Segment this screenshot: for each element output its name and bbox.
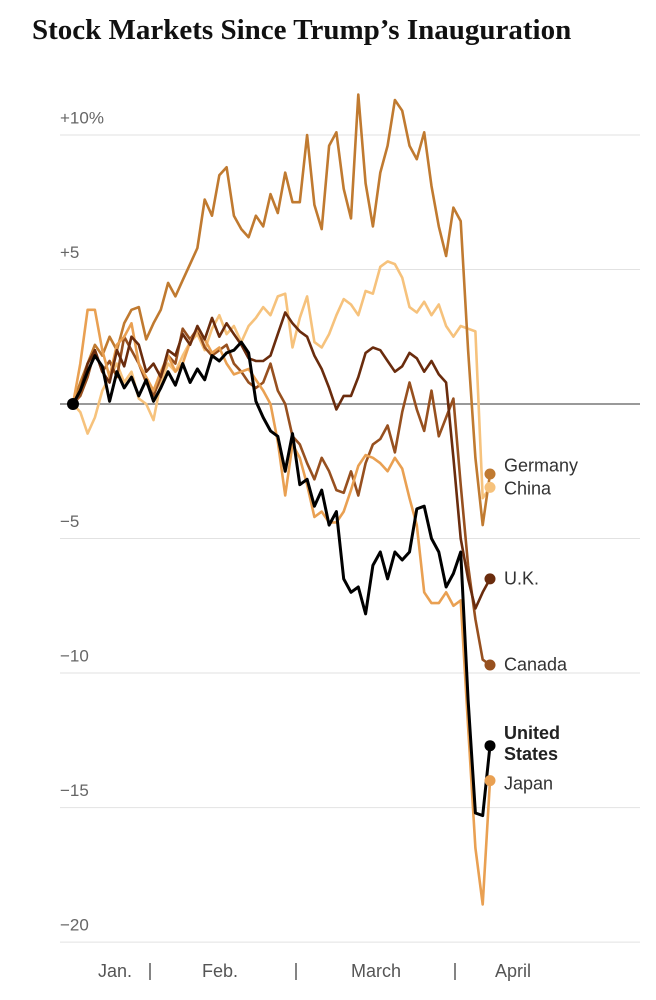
series-label: Germany bbox=[504, 455, 579, 476]
end-dot bbox=[484, 659, 496, 671]
x-tick-label: Feb. bbox=[202, 961, 238, 981]
x-tick-label: March bbox=[351, 961, 401, 981]
y-tick-label: −5 bbox=[60, 512, 79, 531]
series-line bbox=[71, 93, 492, 527]
series-label: Canada bbox=[504, 654, 568, 675]
end-dot bbox=[484, 468, 496, 480]
x-tick-label: April bbox=[495, 961, 531, 981]
start-dot bbox=[67, 398, 79, 411]
y-tick-label: +5 bbox=[60, 243, 79, 262]
end-dot bbox=[484, 775, 496, 787]
series-line bbox=[71, 308, 492, 906]
series-label: United States bbox=[504, 722, 560, 764]
series-line bbox=[72, 327, 491, 667]
end-dot bbox=[484, 481, 496, 493]
y-tick-label: −20 bbox=[60, 916, 89, 935]
series-line bbox=[71, 311, 492, 610]
y-tick-label: −10 bbox=[60, 647, 89, 666]
x-tick-label: Jan. bbox=[98, 961, 132, 981]
series-label: Japan bbox=[504, 773, 554, 794]
series-label: U.K. bbox=[504, 568, 540, 589]
end-dot bbox=[484, 740, 496, 752]
y-tick-label: −15 bbox=[60, 781, 89, 800]
series-line bbox=[71, 340, 492, 818]
series-label: China bbox=[504, 478, 552, 499]
chart-title: Stock Markets Since Trump’s Inauguration bbox=[32, 14, 572, 46]
y-tick-label: +10% bbox=[60, 108, 104, 127]
end-dot bbox=[484, 573, 496, 585]
series-line bbox=[72, 260, 492, 500]
